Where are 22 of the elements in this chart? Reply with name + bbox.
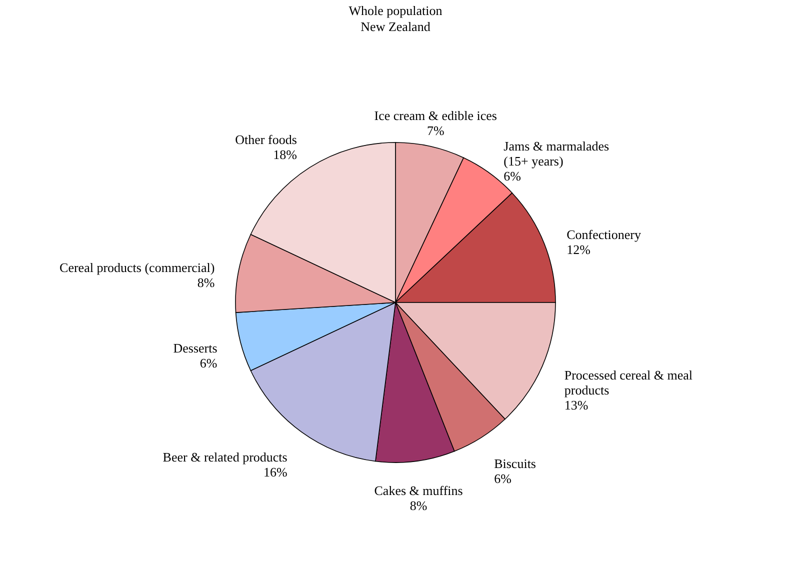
data-label: 18% xyxy=(273,147,298,162)
data-label: 16% xyxy=(264,464,288,480)
data-label: 13% xyxy=(564,398,588,413)
slice-label: Confectionery xyxy=(566,226,642,242)
slice-label: Processed cereal & meal products xyxy=(564,368,693,398)
data-label: 7% xyxy=(426,122,444,138)
chart-title: Whole population xyxy=(348,3,443,18)
slice-label: Desserts xyxy=(173,340,218,356)
slice-label: Cereal products (commercial) xyxy=(60,260,215,276)
slice-label: Other foods xyxy=(235,132,297,148)
slice-label: Cakes & muffins xyxy=(374,483,463,498)
data-label: 6% xyxy=(504,168,522,184)
data-label: 12% xyxy=(566,242,591,257)
slice-label: Ice cream & edible ices xyxy=(374,108,497,123)
data-label: 8% xyxy=(197,275,215,290)
chart-subtitle: New Zealand xyxy=(360,19,431,34)
data-label: 8% xyxy=(410,498,428,514)
slice-label: Jams & marmalades (15+ years) xyxy=(504,138,610,169)
slice-label: Beer & related products xyxy=(162,449,288,464)
slice-label: Biscuits xyxy=(494,456,536,471)
data-label: 6% xyxy=(200,355,218,370)
data-label: 6% xyxy=(494,470,512,486)
